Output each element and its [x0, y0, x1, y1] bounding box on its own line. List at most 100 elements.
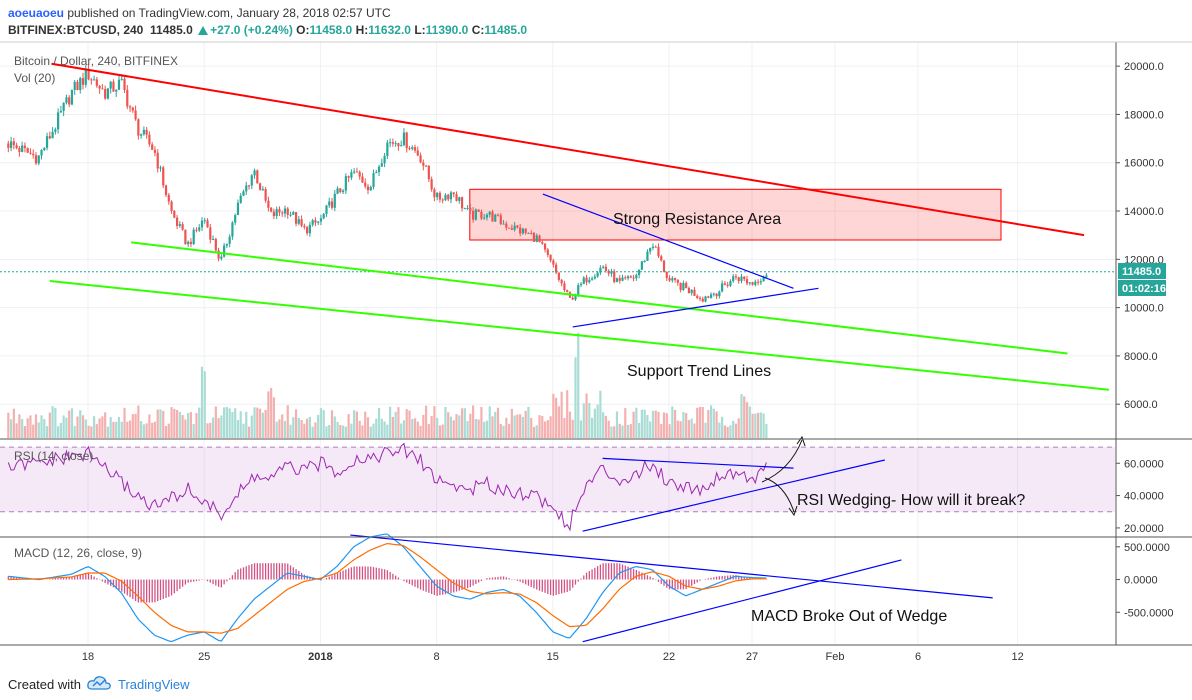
- candle-body: [402, 132, 406, 146]
- volume-bar: [602, 412, 605, 438]
- macd-plot: [7, 533, 993, 643]
- candle-body: [372, 173, 375, 187]
- volume-bar: [734, 423, 738, 438]
- volume-bar: [483, 421, 486, 438]
- trend-line-wedge-lower: [572, 287, 819, 328]
- volume-bar: [751, 413, 754, 438]
- tradingview-link[interactable]: TradingView: [118, 677, 190, 692]
- volume-bar: [145, 423, 148, 438]
- main-pane-title: Bitcoin / Dollar, 240, BITFINEX: [14, 54, 178, 68]
- candle-body: [436, 192, 439, 198]
- candle-body: [405, 132, 408, 149]
- candle-body: [228, 236, 231, 244]
- candle-body: [701, 298, 704, 302]
- candle-body: [68, 97, 71, 105]
- candle-body: [270, 207, 273, 212]
- candle-body: [189, 241, 193, 245]
- volume-bar: [278, 419, 281, 438]
- volume-bar: [98, 418, 101, 438]
- candle-body: [673, 278, 677, 280]
- candle-body: [588, 279, 591, 283]
- volume-bar: [319, 408, 323, 438]
- candle-body: [272, 211, 276, 217]
- time-tick-label: 15: [547, 651, 559, 663]
- volume-bar: [756, 412, 760, 438]
- volume-bar: [505, 417, 508, 438]
- rsi-axis[interactable]: 60.0000 40.0000 20.0000: [1116, 458, 1164, 535]
- candle-body: [32, 153, 35, 156]
- volume-bar: [84, 419, 87, 438]
- volume-bars: [7, 332, 768, 438]
- rsi-title: RSI (14, close): [14, 449, 93, 463]
- candle-body: [502, 223, 505, 225]
- candle-body: [430, 179, 433, 190]
- volume-bar: [568, 411, 572, 438]
- rsi-band: [0, 447, 1115, 512]
- candle-body: [723, 283, 726, 285]
- macd-title: MACD (12, 26, close, 9): [14, 546, 142, 560]
- candle-body: [488, 211, 491, 215]
- volume-bar: [662, 412, 666, 438]
- volume-bar: [54, 407, 57, 438]
- time-axis[interactable]: 18 25 2018 8 15 22 27 Feb 6 12: [82, 651, 1024, 663]
- candle-body: [192, 229, 195, 245]
- volume-bar: [34, 414, 38, 438]
- candle-body: [726, 284, 729, 286]
- candle-body: [698, 297, 702, 299]
- candle-body: [358, 171, 361, 177]
- candle-body: [57, 112, 60, 130]
- candle-body: [469, 207, 472, 211]
- volume-bar: [173, 408, 176, 438]
- candle-body: [380, 163, 383, 167]
- time-tick-label: 27: [746, 651, 758, 663]
- candle-body: [162, 167, 165, 186]
- candle-body: [106, 88, 110, 99]
- volume-bar: [353, 410, 356, 438]
- volume-bar: [112, 421, 115, 438]
- candle-body: [275, 209, 278, 217]
- volume-bar: [258, 408, 262, 438]
- candle-body: [709, 294, 713, 298]
- volume-bar: [131, 414, 134, 438]
- price-tick-label: 8000.0: [1124, 351, 1158, 363]
- candle-body: [480, 211, 483, 219]
- candle-body: [734, 276, 738, 278]
- volume-bar: [73, 426, 76, 438]
- candle-body: [40, 150, 43, 156]
- volume-bar: [593, 408, 596, 438]
- candle-body: [756, 281, 760, 283]
- candle-body: [311, 220, 314, 225]
- candle-body: [458, 197, 461, 201]
- candle-body: [231, 222, 234, 237]
- candle-body: [507, 227, 511, 229]
- candle-body: [234, 215, 237, 223]
- candle-body: [566, 290, 569, 293]
- volume-bar: [496, 407, 500, 438]
- macd-axis[interactable]: 500.0000 0.0000 -500.0000: [1116, 542, 1174, 619]
- volume-bar: [585, 393, 588, 438]
- candle-body: [585, 277, 588, 283]
- last-price-badge: [1118, 263, 1166, 279]
- candle-body: [615, 278, 619, 283]
- volume-bar: [117, 416, 121, 438]
- volume-bar: [535, 425, 538, 438]
- author-name[interactable]: aoeuaoeu: [8, 6, 65, 20]
- volume-bar: [344, 426, 347, 438]
- candle-body: [369, 186, 372, 191]
- candle-body: [164, 185, 168, 195]
- volume-bar: [422, 414, 425, 438]
- candle-body: [217, 250, 220, 259]
- volume-bar: [300, 420, 303, 438]
- volume-bar: [480, 407, 483, 438]
- candle-body: [748, 282, 751, 284]
- volume-bar: [762, 413, 765, 438]
- candle-body: [602, 266, 605, 268]
- volume-bar: [12, 408, 15, 438]
- volume-bar: [590, 417, 594, 438]
- chart-area[interactable]: Bitcoin / Dollar, 240, BITFINEX Vol (20)…: [0, 0, 1192, 668]
- candle-body: [582, 277, 585, 284]
- price-tick-label: 16000.0: [1124, 158, 1164, 170]
- volume-bar: [441, 424, 444, 438]
- volume-bar: [610, 426, 613, 438]
- candle-body: [156, 152, 159, 169]
